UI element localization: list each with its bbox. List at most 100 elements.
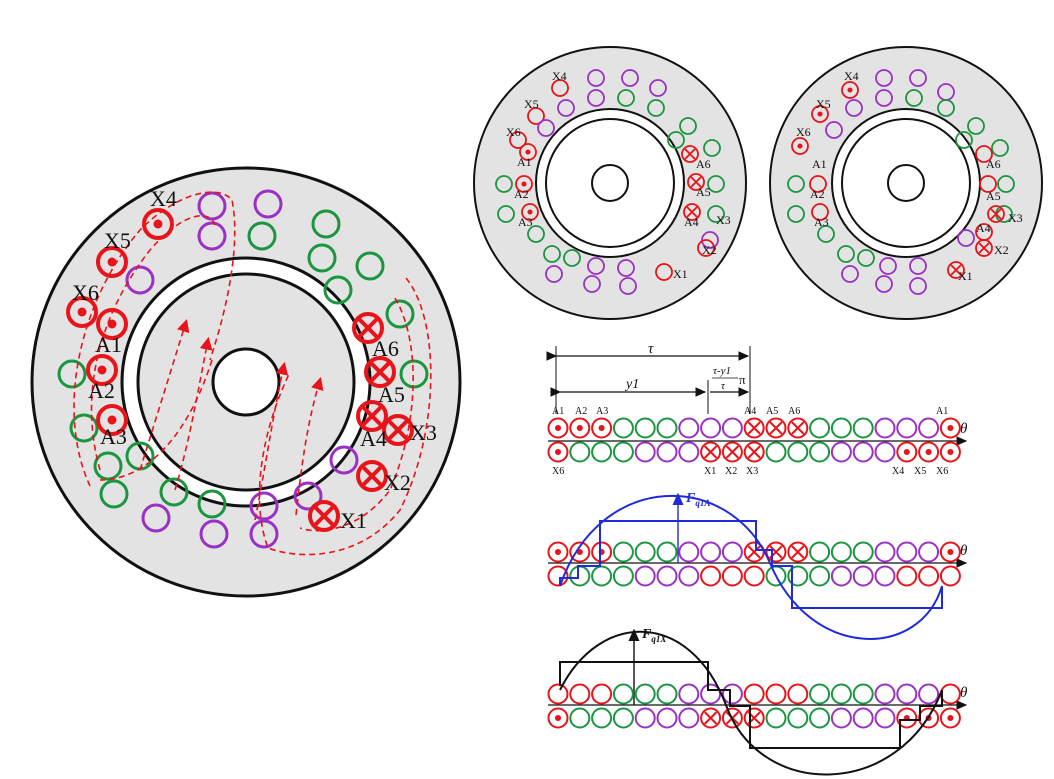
lin2-bottom-coil [569,565,591,587]
lin1-bot-X2: X2 [725,466,737,477]
small-a-label-X2: X2 [702,243,717,257]
lin1-top-A2: A2 [575,406,587,417]
lin1-bottom-coil [874,441,896,463]
small-a-slot-coil [587,89,605,107]
lin1-top-coil [787,417,809,439]
lin1-bottom-coil [634,441,656,463]
small-b-slot-coil [987,205,1005,223]
lin3-bottom-coil [809,707,831,729]
small-a-label-X5: X5 [524,97,539,111]
small-a-slot-coil [697,239,715,257]
lin1-bottom-coil [939,441,961,463]
lin1-top-coil [852,417,874,439]
lin2-top-coil [634,541,656,563]
lin1-bottom-coil [678,441,700,463]
lin3-top-coil [896,683,918,705]
lin1-bottom-coil [787,441,809,463]
lin3-top-coil [569,683,591,705]
lin1-bottom-coil [612,441,634,463]
small-b-slot-coil [787,205,805,223]
lin2-bottom-coil [852,565,874,587]
small-b-label-X2: X2 [994,243,1009,257]
small-b-label-A4: A4 [976,221,991,235]
small-b-slot-coil [905,89,923,107]
mmf-x-sine-wave [559,630,943,776]
big-slot-coil [399,359,429,389]
small-b-label-A6: A6 [986,157,1001,171]
mmf-a-step-wave [559,520,943,609]
lin1-bottom-coil [700,441,722,463]
lin2-top-coil [939,541,961,563]
small-b-slot-coil [937,99,955,117]
lin1-bottom-coil [918,441,940,463]
lin1-top-A5: A5 [766,406,778,417]
lin1-bottom-coil [721,441,743,463]
small-b-label-X3: X3 [1008,211,1023,225]
big-slot-coil [69,413,99,443]
lin1-bottom-coil [569,441,591,463]
lin1-top-coil [547,417,569,439]
lin3-bottom-coil [765,707,787,729]
lin2-bottom-coil [830,565,852,587]
big-flux-lines [73,191,432,556]
small-b-slot-coil [947,261,965,279]
lin2-bottom-coil [918,565,940,587]
mmf-a-sine-wave [559,494,943,640]
lin1-bottom-coil [656,441,678,463]
small-b-slot-coil [857,249,875,267]
small-a-label-A4: A4 [684,215,699,229]
small-a-slot-coil [495,175,513,193]
big-label-A2: A2 [88,378,115,403]
big-slot-coil [247,221,277,251]
big-label-X1: X1 [340,508,367,533]
big-slot-coil [307,243,337,273]
lin3-bottom-coil [874,707,896,729]
lin2-bottom-coil [721,565,743,587]
lin1-bot-X3: X3 [746,466,758,477]
small-b-slot-coil [875,89,893,107]
small-b-slot-coil [975,145,993,163]
frac-den: τ [721,380,726,392]
mmf-x-step-wave [559,661,943,749]
lin3-top-coil [591,683,613,705]
lin2-top-coil [547,541,569,563]
lin3-bottom-coil [656,707,678,729]
lin3-top-coil [809,683,831,705]
lin2-bottom-coil [634,565,656,587]
lin3-bottom-coil [547,707,569,729]
small-b-slot-coil [991,139,1009,157]
big-slot-coil [329,445,359,475]
small-a-slot-coil [583,275,601,293]
small-a-slot-coil [667,131,685,149]
lin2-top-coil [569,541,591,563]
big-slot-coil [253,189,283,219]
lin2-bottom-coil [743,565,765,587]
lin2-top-coil [656,541,678,563]
tau-label: τ [648,341,654,357]
big-slot-coil [125,265,155,295]
lin1-top-coil [918,417,940,439]
small-a-slot-coil [557,99,575,117]
lin3-top-coil [700,683,722,705]
lin3-top-coil [678,683,700,705]
small-b-slot-coil [979,175,997,193]
lin3-bottom-coil [852,707,874,729]
lin3-bottom-coil [700,707,722,729]
small-a-label-A6: A6 [696,157,711,171]
small-b-label-X1: X1 [958,269,973,283]
lin1-top-A6: A6 [788,406,800,417]
lin1-top-coil [569,417,591,439]
lin1-top-coil [765,417,787,439]
small-a-slot-coil [619,277,637,295]
big-slot-coil [93,451,123,481]
small-a-label-X4: X4 [552,69,567,83]
lin2-bottom-coil [656,565,678,587]
big-slot-coil [352,312,384,344]
small-b-label-A1: A1 [812,157,827,171]
lin1-top-coil [678,417,700,439]
theta-2: θ [960,543,968,559]
mmf-x-label: Fq1X [641,627,667,644]
small-a-slot-coil [617,89,635,107]
small-a-label-A3: A3 [518,215,533,229]
big-slot-coil [293,481,323,511]
